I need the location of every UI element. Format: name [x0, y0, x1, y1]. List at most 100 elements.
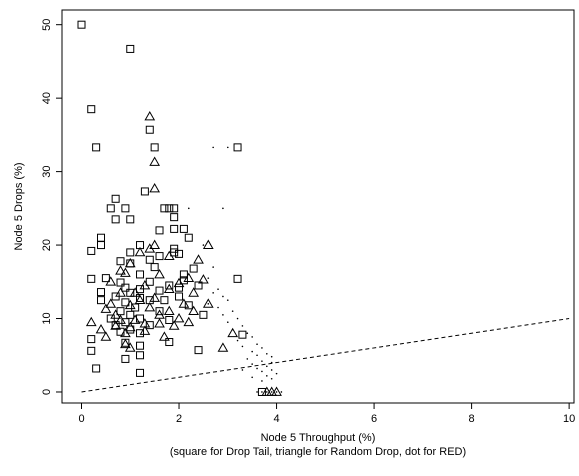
square-point: [165, 281, 174, 290]
square-point: [116, 257, 125, 266]
square-point: [92, 143, 101, 152]
y-tick-label: 10: [41, 312, 53, 324]
dot-point: [270, 391, 273, 393]
dot-point: [231, 310, 234, 312]
dot-point: [222, 207, 224, 210]
square-point: [136, 351, 145, 360]
square-point: [175, 283, 184, 292]
square-point: [160, 296, 169, 305]
y-tick-label: 30: [41, 165, 53, 177]
square-point: [97, 288, 106, 297]
triangle-point: [183, 272, 195, 282]
square-point: [155, 307, 164, 316]
dot-point: [261, 370, 263, 373]
dot-point: [251, 336, 253, 338]
dot-point: [217, 306, 219, 309]
triangle-point: [193, 254, 204, 264]
triangle-point: [149, 292, 161, 302]
dot-point: [275, 391, 278, 393]
triangle-point: [129, 314, 141, 324]
axes: 0 2 4 6 8 10 0 10 20 30 40 50: [41, 9, 575, 425]
square-point: [238, 330, 247, 339]
triangle-point: [144, 111, 156, 121]
triangle-point: [134, 294, 146, 305]
dot-point: [226, 146, 229, 149]
triangle-point: [168, 320, 180, 330]
square-point: [136, 270, 145, 279]
triangle-point: [149, 156, 161, 166]
square-point: [121, 283, 130, 292]
square-point: [175, 292, 184, 301]
square-point: [189, 264, 198, 273]
square-point: [111, 194, 120, 203]
square-point: [121, 204, 130, 213]
triangle-point: [217, 342, 229, 352]
triangle-point: [163, 283, 175, 294]
triangle-point: [124, 299, 136, 310]
dot-point: [241, 345, 244, 348]
square-point: [155, 286, 164, 295]
dot-point: [261, 347, 263, 349]
dot-point: [207, 277, 210, 279]
dot-point: [226, 299, 229, 301]
square-point: [126, 310, 135, 319]
dot-point: [270, 355, 273, 358]
triangle-point: [115, 314, 126, 324]
triangle-point: [163, 305, 175, 316]
triangle-point: [105, 298, 117, 308]
dot-point: [187, 207, 190, 210]
dot-point: [251, 350, 253, 353]
triangle-point: [149, 239, 161, 249]
square-point: [136, 293, 145, 302]
square-point: [145, 277, 154, 286]
x-tick-label: 2: [176, 413, 182, 425]
square-point: [126, 215, 135, 224]
dot-point: [222, 295, 224, 298]
square-point: [87, 274, 96, 283]
square-point: [136, 314, 145, 323]
triangle-point: [134, 246, 146, 257]
triangle-point: [129, 287, 141, 297]
square-point: [165, 338, 174, 347]
dot-point: [222, 314, 224, 316]
square-point: [87, 246, 96, 255]
triangle-point: [159, 331, 170, 341]
triangle-point: [120, 327, 131, 338]
x-tick-label: 4: [273, 413, 279, 425]
triangle-point: [110, 320, 121, 330]
dot-point: [212, 146, 214, 149]
square-point: [155, 226, 164, 235]
dot-point: [217, 288, 219, 290]
square-point: [150, 143, 159, 152]
triangle-point: [227, 327, 239, 338]
triangle-point: [100, 303, 112, 313]
square-point: [97, 296, 106, 305]
triangle-point: [202, 298, 214, 308]
dot-point: [266, 352, 268, 355]
triangle-point: [144, 243, 156, 253]
triangle-point: [139, 325, 151, 335]
square-point: [165, 315, 174, 324]
square-point: [106, 204, 115, 213]
triangle-point: [120, 338, 131, 349]
dot-point: [246, 358, 249, 360]
dot-point: [231, 328, 234, 331]
triangle-point: [144, 301, 156, 312]
dot-point: [261, 380, 263, 382]
triangle-point: [124, 321, 136, 332]
square-point: [101, 274, 110, 283]
dot-point: [270, 361, 273, 364]
triangle-point: [202, 239, 214, 249]
square-point: [145, 125, 154, 134]
dot-point: [212, 266, 214, 268]
square-point: [87, 335, 96, 344]
square-point: [233, 274, 242, 283]
square-point: [170, 224, 179, 233]
triangle-point: [85, 316, 97, 327]
dot-point: [270, 377, 273, 380]
triangle-point: [271, 386, 282, 396]
square-point: [136, 341, 145, 350]
triangle-point: [124, 342, 136, 352]
square-point: [184, 233, 193, 242]
triangle-point: [198, 274, 209, 284]
